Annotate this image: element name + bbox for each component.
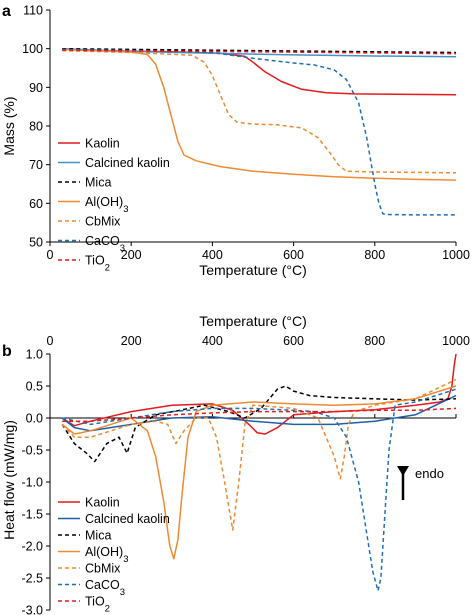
x-tick-label: 200 — [121, 334, 142, 348]
legend-label-cbmix: CbMix — [85, 215, 121, 229]
series-line-caco3 — [62, 388, 457, 592]
legend-label-calcined-kaolin: Calcined kaolin — [85, 156, 170, 170]
panel-a: a 0 200 400 600 800 1000 50 60 70 80 90 100 110 Temp… — [1, 3, 470, 278]
series-line-tio2 — [62, 407, 457, 422]
x-tick-label: 800 — [364, 334, 385, 348]
legend-label-kaolin: Kaolin — [85, 496, 120, 510]
y-tick-label: 70 — [29, 158, 43, 172]
legend-label-caco3: CaCO3 — [85, 234, 125, 254]
y-tick-label: 100 — [22, 42, 43, 56]
y-tick-label: 0.0 — [26, 412, 43, 426]
panel-b-series — [61, 353, 457, 592]
panel-a-x-label: Temperature (°C) — [199, 262, 307, 278]
y-tick-label: 0.5 — [26, 380, 43, 394]
series-line-mica — [61, 385, 457, 463]
x-tick-label: 600 — [283, 334, 304, 348]
legend-label-tio2: TiO2 — [85, 595, 110, 615]
x-tick-label: 0 — [47, 334, 54, 348]
series-line-tio2 — [62, 49, 457, 55]
endo-label: endo — [415, 466, 444, 481]
x-tick-label: 0 — [47, 248, 54, 262]
panel-a-ticks: 0 200 400 600 800 1000 50 60 70 80 90 100 110 — [22, 4, 470, 263]
panel-a-y-label: Mass (%) — [1, 96, 17, 155]
y-tick-label: 50 — [29, 236, 43, 250]
legend-label-mica: Mica — [85, 176, 111, 190]
legend-label-al-oh-3: Al(OH)3 — [85, 545, 129, 565]
legend-label-al-oh-3: Al(OH)3 — [85, 195, 129, 215]
x-tick-label: 200 — [121, 248, 142, 262]
y-tick-label: -1.5 — [21, 508, 43, 522]
y-tick-label: -0.5 — [21, 444, 43, 458]
series-line-cbmix — [61, 378, 457, 531]
endo-arrow-head — [397, 466, 409, 476]
panel-b-label: b — [2, 343, 12, 360]
legend-label-caco3: CaCO3 — [85, 578, 125, 598]
y-tick-label: -2.5 — [21, 572, 43, 586]
series-line-calcined-kaolin — [61, 394, 457, 432]
x-tick-label: 400 — [202, 248, 223, 262]
x-tick-label: 1000 — [442, 334, 470, 348]
legend-label-kaolin: Kaolin — [85, 137, 120, 151]
series-line-cbmix — [62, 49, 457, 174]
panel-a-label: a — [2, 3, 11, 20]
legend-label-mica: Mica — [85, 529, 111, 543]
y-tick-label: 90 — [29, 81, 43, 95]
x-tick-label: 600 — [283, 248, 304, 262]
panel-b-y-label: Heat flow (mW/mg) — [1, 420, 17, 540]
y-tick-label: 1.0 — [26, 348, 43, 362]
legend-label-calcined-kaolin: Calcined kaolin — [85, 512, 170, 526]
y-tick-label: -1.0 — [21, 476, 43, 490]
y-tick-label: 60 — [29, 197, 43, 211]
legend-label-tio2: TiO2 — [85, 254, 110, 274]
panel-a-series — [62, 47, 457, 216]
endo-annotation: endo — [397, 466, 444, 500]
y-tick-label: 80 — [29, 120, 43, 134]
legend-label-cbmix: CbMix — [85, 562, 121, 576]
panel-b-x-label: Temperature (°C) — [199, 313, 307, 329]
panel-b: b 0 200 400 600 800 1000 -3.0 -2.5 -2.0 -1.5 -1.0 -… — [1, 313, 470, 615]
x-tick-label: 800 — [364, 248, 385, 262]
series-line-al-oh-3 — [61, 385, 457, 560]
y-tick-label: -2.0 — [21, 540, 43, 554]
x-tick-label: 400 — [202, 334, 223, 348]
y-tick-label: -3.0 — [21, 604, 43, 615]
y-tick-label: 110 — [23, 4, 43, 18]
panel-b-ticks: 0 200 400 600 800 1000 -3.0 -2.5 -2.0 -1.5 -1.0 -0.… — [21, 334, 469, 615]
series-line-caco3 — [62, 48, 456, 216]
series-line-mica — [62, 47, 457, 54]
x-tick-label: 1000 — [442, 248, 470, 262]
